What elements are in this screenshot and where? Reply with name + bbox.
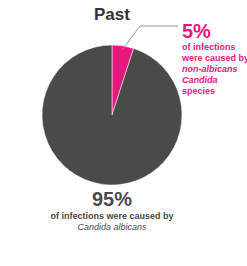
- title: Past: [94, 5, 130, 24]
- annotation: non-albicans: [182, 64, 238, 74]
- data-label: 95%: [92, 188, 132, 210]
- annotation: species: [182, 86, 215, 96]
- chart: Past 5%of infectionswere caused bynon-alb…: [0, 0, 247, 266]
- annotation: of infections were caused by: [50, 211, 173, 221]
- annotation: Candida albicans: [77, 222, 147, 232]
- data-label: 5%: [182, 20, 211, 42]
- annotation: were caused by: [181, 53, 247, 63]
- annotation: of infections: [182, 42, 236, 52]
- leader-line: [122, 26, 178, 50]
- annotation: Candida: [182, 75, 218, 85]
- pie-slice: [42, 45, 182, 185]
- pie: [42, 45, 182, 185]
